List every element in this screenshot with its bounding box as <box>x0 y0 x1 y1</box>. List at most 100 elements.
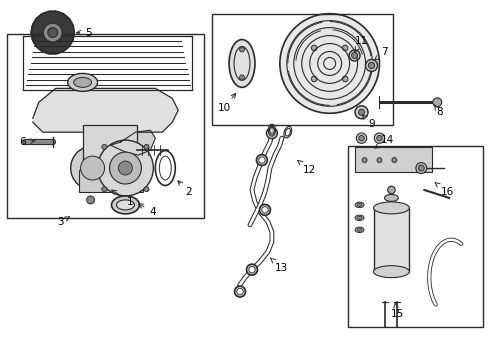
Polygon shape <box>35 17 40 22</box>
Polygon shape <box>61 48 65 52</box>
Text: 12: 12 <box>298 161 317 175</box>
Ellipse shape <box>373 202 409 214</box>
Polygon shape <box>61 13 65 17</box>
Polygon shape <box>70 38 74 41</box>
Circle shape <box>87 196 95 204</box>
Polygon shape <box>66 17 71 22</box>
Circle shape <box>256 154 268 166</box>
Polygon shape <box>71 31 74 34</box>
Circle shape <box>355 106 368 119</box>
Text: 4: 4 <box>139 204 156 217</box>
Circle shape <box>362 158 367 163</box>
Circle shape <box>249 266 255 273</box>
Circle shape <box>246 264 257 275</box>
Circle shape <box>352 53 358 58</box>
Text: 16: 16 <box>435 183 454 197</box>
Circle shape <box>366 59 377 71</box>
Circle shape <box>349 50 360 61</box>
Circle shape <box>418 165 424 171</box>
Text: 8: 8 <box>434 104 442 117</box>
Text: 6: 6 <box>20 137 35 147</box>
Polygon shape <box>70 24 74 27</box>
Bar <box>347 146 483 328</box>
Circle shape <box>416 163 427 174</box>
Polygon shape <box>48 11 51 15</box>
Circle shape <box>240 47 245 52</box>
Polygon shape <box>35 44 40 48</box>
Text: 5: 5 <box>76 28 92 37</box>
Text: 9: 9 <box>362 115 375 129</box>
Bar <box>373 208 409 272</box>
Circle shape <box>267 128 277 139</box>
Circle shape <box>359 109 365 115</box>
Ellipse shape <box>355 202 364 208</box>
Circle shape <box>280 14 379 113</box>
Bar <box>355 147 432 172</box>
Polygon shape <box>32 24 36 27</box>
Ellipse shape <box>112 196 140 214</box>
Circle shape <box>356 133 367 143</box>
Circle shape <box>374 133 385 143</box>
Circle shape <box>102 144 107 149</box>
Polygon shape <box>31 31 34 34</box>
Ellipse shape <box>355 227 364 233</box>
Circle shape <box>237 288 243 295</box>
Polygon shape <box>48 50 51 54</box>
Ellipse shape <box>68 73 98 91</box>
Polygon shape <box>111 130 155 155</box>
Polygon shape <box>55 11 58 15</box>
Ellipse shape <box>373 266 409 278</box>
Circle shape <box>259 204 270 215</box>
Circle shape <box>235 286 245 297</box>
Circle shape <box>359 135 365 141</box>
Circle shape <box>377 135 382 141</box>
Bar <box>7 33 204 218</box>
Polygon shape <box>66 44 71 48</box>
Text: 7: 7 <box>374 48 388 60</box>
Ellipse shape <box>74 77 92 87</box>
Circle shape <box>43 23 62 42</box>
Circle shape <box>110 152 142 184</box>
Circle shape <box>377 158 382 163</box>
Circle shape <box>262 207 268 213</box>
Polygon shape <box>41 48 45 52</box>
Text: 15: 15 <box>391 303 404 319</box>
Polygon shape <box>55 50 58 54</box>
Circle shape <box>81 156 104 180</box>
Bar <box>212 14 393 125</box>
Ellipse shape <box>357 203 362 206</box>
Bar <box>83 125 137 175</box>
Ellipse shape <box>229 40 255 87</box>
Ellipse shape <box>385 194 398 201</box>
Polygon shape <box>32 38 36 41</box>
Circle shape <box>119 161 132 175</box>
Circle shape <box>368 62 375 69</box>
Circle shape <box>392 158 397 163</box>
Polygon shape <box>41 13 45 17</box>
Ellipse shape <box>357 228 362 231</box>
Ellipse shape <box>117 200 134 210</box>
Circle shape <box>311 76 317 82</box>
Circle shape <box>259 157 265 163</box>
Ellipse shape <box>357 216 362 219</box>
Circle shape <box>102 187 107 192</box>
Circle shape <box>311 45 317 51</box>
Bar <box>78 170 144 192</box>
Circle shape <box>343 45 348 51</box>
Polygon shape <box>33 88 178 132</box>
Circle shape <box>433 98 442 107</box>
Ellipse shape <box>355 215 364 221</box>
Circle shape <box>48 28 58 37</box>
Circle shape <box>144 144 149 149</box>
Circle shape <box>343 76 348 82</box>
Text: 2: 2 <box>178 181 192 197</box>
Circle shape <box>388 186 395 194</box>
Text: 14: 14 <box>375 135 394 148</box>
Circle shape <box>31 11 74 54</box>
Circle shape <box>122 196 129 204</box>
Text: 11: 11 <box>355 36 368 51</box>
Text: 10: 10 <box>218 93 236 113</box>
Text: 13: 13 <box>270 258 289 273</box>
Text: 3: 3 <box>57 217 70 227</box>
Circle shape <box>240 75 245 80</box>
